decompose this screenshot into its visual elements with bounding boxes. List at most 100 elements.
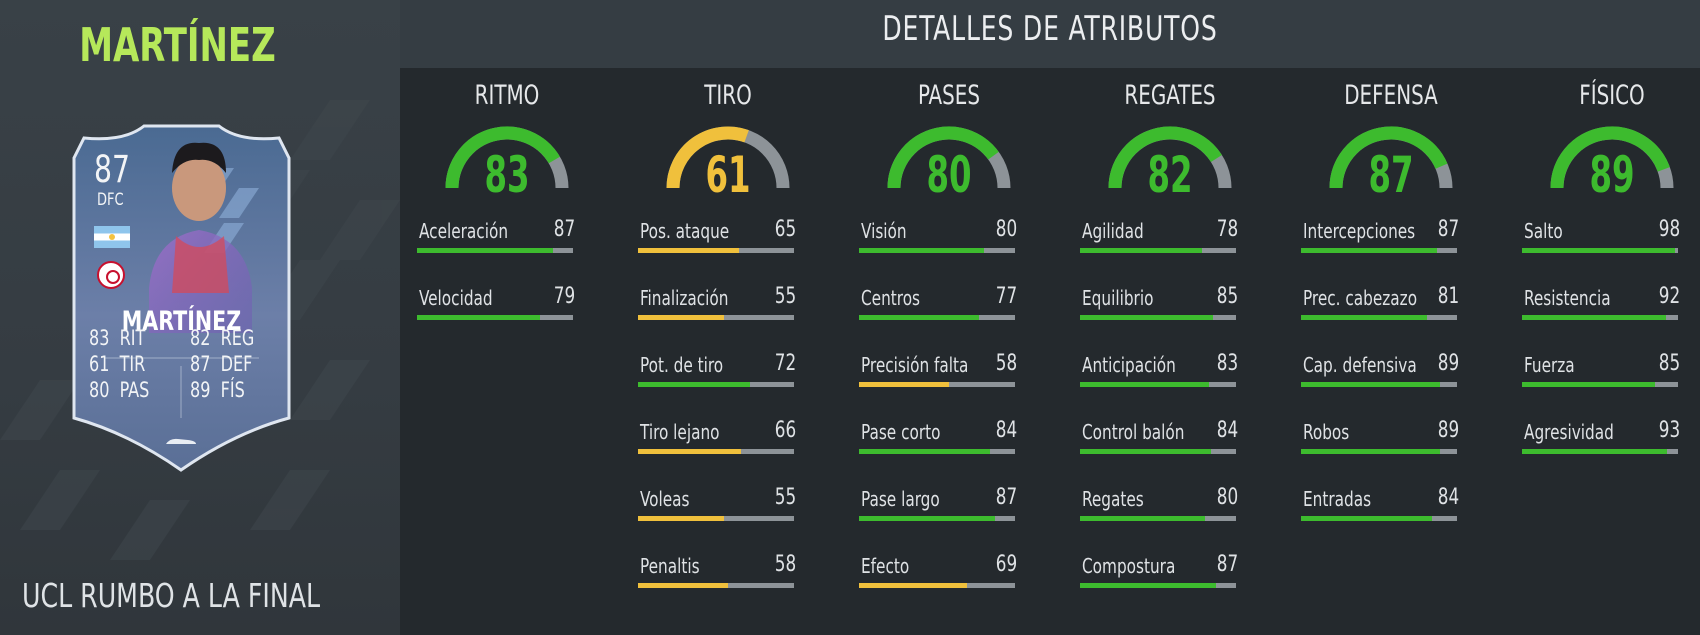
rating-gauge-icon: [887, 126, 1011, 189]
attribute-value: 84: [995, 418, 1017, 443]
attribute-label: Centros: [861, 286, 921, 310]
attribute-label: Robos: [1303, 420, 1350, 444]
attribute-bar-fill: [859, 449, 991, 454]
attribute-bar: [1522, 449, 1678, 454]
attribute-column-1: TIRO 61 Pos. ataque 65 Finalización 55 Pot. de…: [638, 68, 818, 635]
category-rating: 83: [484, 146, 530, 204]
rating-gauge-icon: [1108, 126, 1232, 189]
attribute-row: Anticipación 83: [1080, 351, 1240, 393]
boot-icon: [166, 438, 196, 444]
attribute-bar-fill: [1522, 248, 1675, 253]
attribute-bar-fill: [638, 583, 729, 588]
attribute-row: Pot. de tiro 72: [638, 351, 798, 393]
attribute-bar: [1522, 382, 1678, 387]
attribute-row: Resistencia 92: [1522, 284, 1682, 326]
attribute-label: Agilidad: [1082, 219, 1144, 243]
attribute-row: Voleas 55: [638, 485, 798, 527]
category-title: REGATES: [1124, 80, 1216, 111]
attribute-row: Equilibrio 85: [1080, 284, 1240, 326]
attribute-label: Equilibrio: [1082, 286, 1154, 310]
player-panel: MARTÍNEZ: [0, 0, 400, 635]
attribute-value: 72: [774, 351, 796, 376]
attribute-row: Pos. ataque 65: [638, 217, 798, 259]
attribute-value: 80: [995, 217, 1017, 242]
attribute-bar-fill: [1301, 382, 1440, 387]
attribute-value: 69: [995, 552, 1017, 577]
attribute-value: 87: [553, 217, 575, 242]
player-card[interactable]: 87 DFC MARTÍNEZ 83 RIT 61 TIR 80 PAS 82 …: [64, 118, 299, 478]
attribute-bar: [1522, 315, 1678, 320]
attribute-label: Intercepciones: [1303, 219, 1416, 243]
attribute-row: Pase largo 87: [859, 485, 1019, 527]
attribute-bar-fill: [638, 315, 724, 320]
card-stat-reg: 82 REG: [190, 326, 255, 350]
attribute-bar: [1301, 449, 1457, 454]
attribute-bar-fill: [859, 583, 967, 588]
attribute-bar-fill: [638, 248, 740, 253]
ajax-badge-icon: [97, 261, 125, 289]
attribute-bar: [638, 382, 794, 387]
attribute-label: Pase largo: [861, 487, 940, 511]
attribute-bar: [1522, 248, 1678, 253]
attribute-label: Voleas: [640, 487, 690, 511]
attribute-bar-fill: [859, 382, 950, 387]
rating-gauge-icon: [445, 126, 569, 189]
attribute-bar-fill: [1080, 248, 1202, 253]
card-player-name: MARTÍNEZ: [121, 306, 242, 337]
attribute-bar-fill: [1301, 315, 1428, 320]
attribute-bar-fill: [417, 315, 541, 320]
attribute-bar-fill: [859, 248, 984, 253]
attribute-bar-fill: [1522, 449, 1668, 454]
category-rating: 87: [1368, 146, 1414, 204]
attribute-value: 58: [774, 552, 796, 577]
attribute-value: 87: [995, 485, 1017, 510]
attribute-bar-fill: [638, 449, 741, 454]
attribute-value: 85: [1216, 284, 1238, 309]
category-title: TIRO: [704, 80, 752, 111]
category-rating: 61: [705, 146, 751, 204]
attribute-row: Agresividad 93: [1522, 418, 1682, 460]
category-rating: 89: [1589, 146, 1635, 204]
attribute-bar-fill: [1301, 248, 1437, 253]
attribute-bar: [1301, 382, 1457, 387]
attribute-bar: [1080, 315, 1236, 320]
attribute-bar: [1080, 516, 1236, 521]
attribute-label: Tiro lejano: [640, 420, 720, 444]
attribute-row: Fuerza 85: [1522, 351, 1682, 393]
card-position: DFC: [97, 190, 124, 210]
attributes-title: DETALLES DE ATRIBUTOS: [882, 9, 1218, 49]
attribute-value: 77: [995, 284, 1017, 309]
attribute-label: Agresividad: [1524, 420, 1614, 444]
card-stat-def: 87 DEF: [190, 352, 253, 376]
category-title: PASES: [917, 80, 981, 111]
attribute-value: 98: [1658, 217, 1680, 242]
attribute-bar: [638, 583, 794, 588]
attribute-label: Fuerza: [1524, 353, 1575, 377]
category-rating: 80: [926, 146, 972, 204]
card-stat-pas: 80 PAS: [89, 378, 150, 402]
attribute-value: 92: [1658, 284, 1680, 309]
attribute-bar: [417, 315, 573, 320]
attribute-bar-fill: [638, 382, 751, 387]
rating-gauge-icon: [666, 126, 790, 189]
gauge-fill: [666, 126, 749, 189]
attribute-value: 87: [1437, 217, 1459, 242]
attribute-bar-fill: [1522, 315, 1666, 320]
attribute-bar-fill: [1301, 516, 1433, 521]
attribute-row: Precisión falta 58: [859, 351, 1019, 393]
attribute-column-3: REGATES 82 Agilidad 78 Equilibrio 85 Anticipac…: [1080, 68, 1260, 635]
attribute-row: Intercepciones 87: [1301, 217, 1461, 259]
attribute-label: Entradas: [1303, 487, 1372, 511]
promo-title: UCL RUMBO A LA FINAL: [22, 576, 321, 615]
attribute-label: Pase corto: [861, 420, 941, 444]
attribute-row: Agilidad 78: [1080, 217, 1240, 259]
attribute-bar: [859, 248, 1015, 253]
attribute-bar: [638, 248, 794, 253]
attribute-bar-fill: [1080, 449, 1212, 454]
gauge-fill: [1108, 126, 1222, 189]
attribute-bar: [1301, 516, 1457, 521]
attribute-value: 55: [774, 284, 796, 309]
attribute-row: Regates 80: [1080, 485, 1240, 527]
gauge-fill: [887, 126, 999, 189]
attribute-bar: [638, 315, 794, 320]
